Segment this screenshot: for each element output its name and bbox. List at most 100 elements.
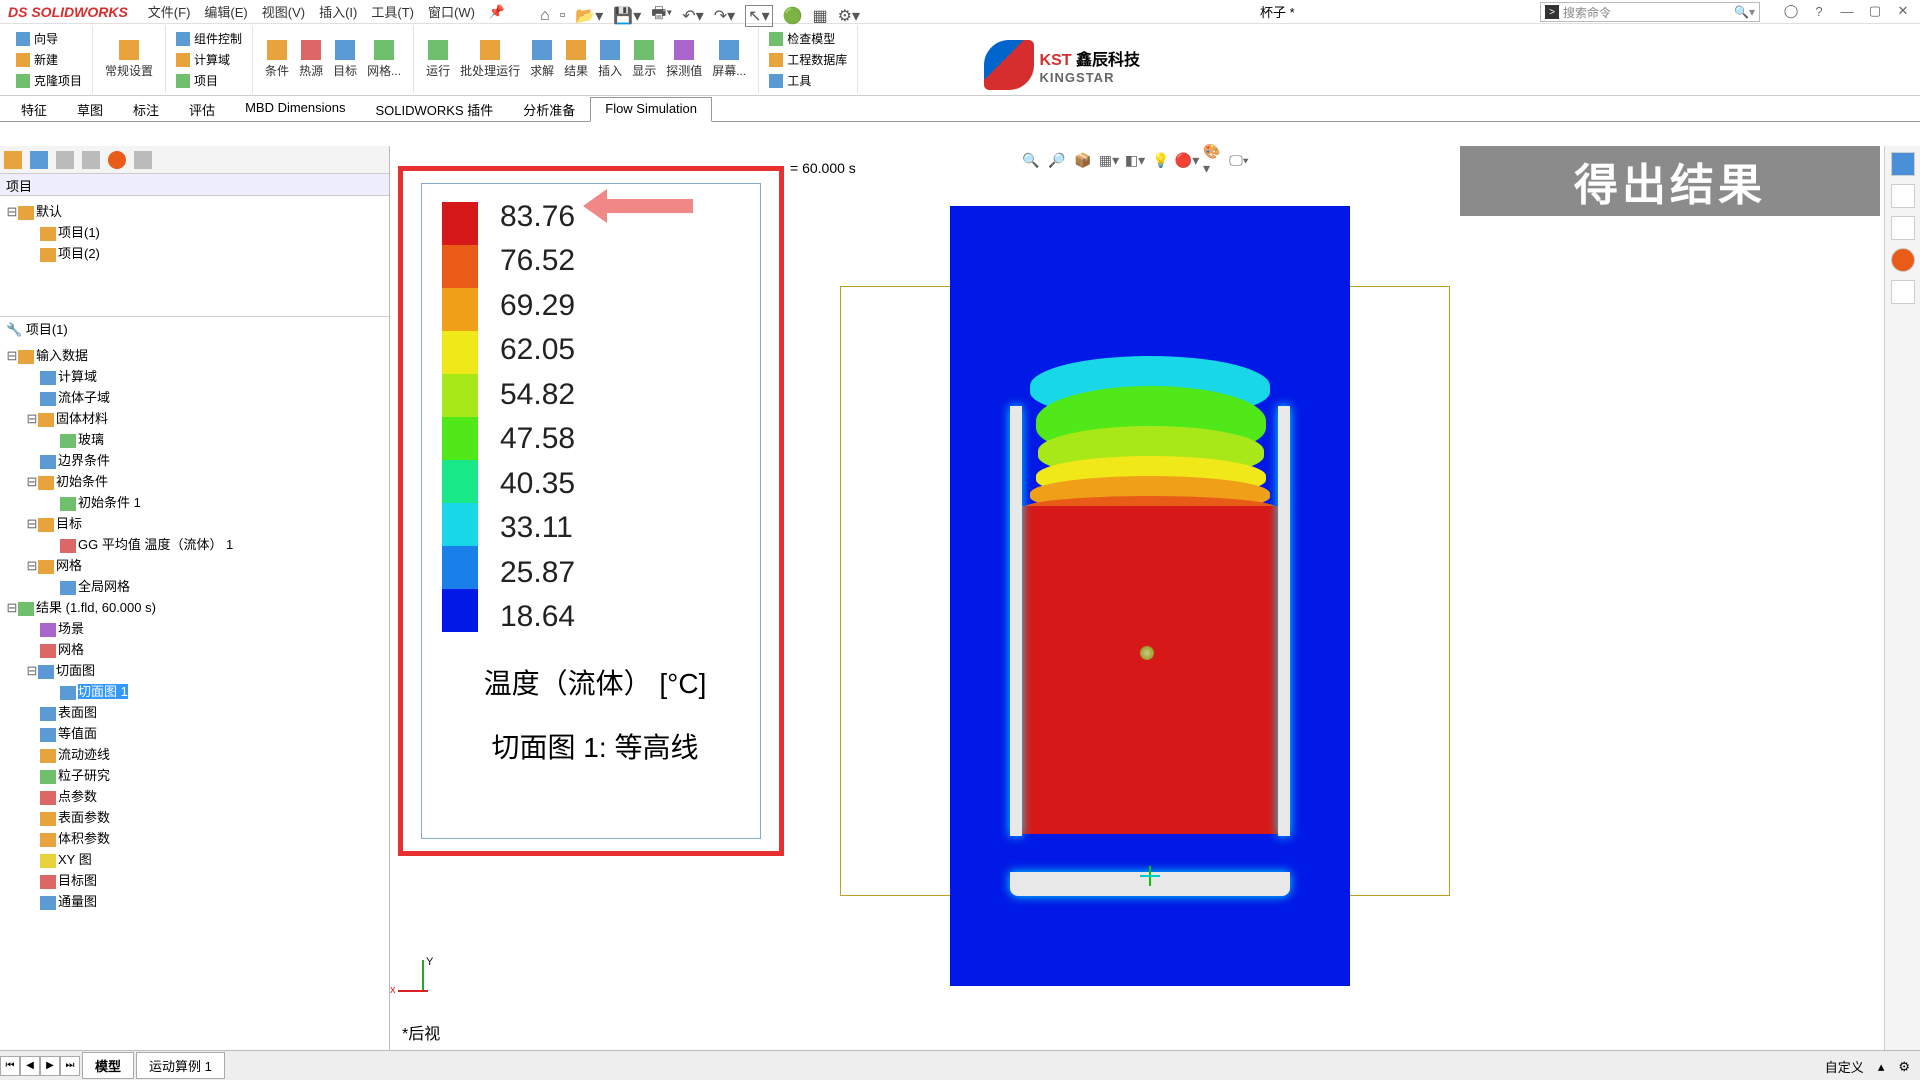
status-gear-icon[interactable]: ⚙ (1898, 1059, 1910, 1075)
ribbon-general[interactable]: 常规设置 (101, 38, 157, 81)
ribbon-tools[interactable]: 工具 (767, 71, 813, 90)
panel-tab-6-icon[interactable] (134, 151, 152, 169)
tree-item[interactable]: XY 图 (2, 848, 387, 869)
minimize-icon[interactable]: — (1838, 2, 1856, 20)
ribbon-new[interactable]: 新建 (14, 50, 60, 69)
tab-prep[interactable]: 分析准备 (508, 96, 590, 121)
taskpane-lib-icon[interactable] (1891, 184, 1915, 208)
bottom-tab-model[interactable]: 模型 (82, 1052, 134, 1079)
ribbon-display[interactable]: 显示 (628, 38, 660, 81)
taskpane-appear-icon[interactable] (1891, 248, 1915, 272)
redo-icon[interactable]: ↷▾ (714, 6, 735, 26)
tree-item[interactable]: 全局网格 (2, 575, 387, 596)
open-icon[interactable]: 📂▾ (575, 6, 603, 26)
tree-item[interactable]: ⊟切面图 (2, 659, 387, 680)
view-orient-icon[interactable]: 📦 (1073, 150, 1093, 170)
tree-item[interactable]: ⊟目标 (2, 512, 387, 533)
zoom-area-icon[interactable]: 🔎 (1047, 150, 1067, 170)
home-icon[interactable]: ⌂ (540, 7, 550, 25)
tree-item[interactable]: 目标图 (2, 869, 387, 890)
zoom-fit-icon[interactable]: 🔍 (1021, 150, 1041, 170)
tab-sketch[interactable]: 草图 (62, 96, 118, 121)
tab-mbd[interactable]: MBD Dimensions (230, 96, 360, 121)
tree-item[interactable]: 通量图 (2, 890, 387, 911)
screen-icon[interactable]: 🖵▾ (1229, 150, 1249, 170)
ribbon-results[interactable]: 结果 (560, 38, 592, 81)
render-icon[interactable]: 🎨▾ (1203, 150, 1223, 170)
analysis-tree[interactable]: ⊟输入数据计算域流体子域⊟固体材料玻璃边界条件⊟初始条件初始条件 1⊟目标GG … (0, 340, 389, 1050)
ribbon-screen[interactable]: 屏幕... (708, 38, 750, 81)
tree-item[interactable]: 边界条件 (2, 449, 387, 470)
ribbon-project[interactable]: 项目 (174, 71, 220, 90)
menu-window[interactable]: 窗口(W) (428, 2, 475, 21)
tab-features[interactable]: 特征 (6, 96, 62, 121)
nav-prev-icon[interactable]: ◀ (20, 1056, 40, 1076)
ribbon-engdb[interactable]: 工程数据库 (767, 50, 849, 69)
ribbon-domain[interactable]: 计算域 (174, 50, 232, 69)
ribbon-goals[interactable]: 目标 (329, 38, 361, 81)
menu-file[interactable]: 文件(F) (148, 2, 191, 21)
tree-item[interactable]: ⊟默认 (2, 200, 387, 221)
undo-icon[interactable]: ↶▾ (682, 6, 703, 26)
nav-next-icon[interactable]: ▶ (40, 1056, 60, 1076)
close-icon[interactable]: ✕ (1894, 2, 1912, 20)
ribbon-mesh[interactable]: 网格... (363, 38, 405, 81)
ribbon-insert[interactable]: 插入 (594, 38, 626, 81)
tree-item[interactable]: 流动迹线 (2, 743, 387, 764)
select-icon[interactable]: ↖▾ (745, 5, 772, 27)
menu-insert[interactable]: 插入(I) (319, 2, 357, 21)
tree-item[interactable]: 玻璃 (2, 428, 387, 449)
ribbon-probe[interactable]: 探测值 (662, 38, 706, 81)
tree-item[interactable]: ⊟网格 (2, 554, 387, 575)
user-icon[interactable]: ◯ (1782, 2, 1800, 20)
panel-tab-5-icon[interactable] (108, 151, 126, 169)
settings-icon[interactable]: ⚙▾ (838, 6, 860, 26)
panel-tab-2-icon[interactable] (30, 151, 48, 169)
tree-item[interactable]: ⊟输入数据 (2, 344, 387, 365)
appearance-icon[interactable]: 🔴▾ (1177, 150, 1197, 170)
menu-pin-icon[interactable]: 📌 (489, 4, 505, 20)
tree-item[interactable]: 粒子研究 (2, 764, 387, 785)
panel-tab-4-icon[interactable] (82, 151, 100, 169)
graphics-viewport[interactable]: 🔍 🔎 📦 ▦▾ ◧▾ 💡 🔴▾ 🎨▾ 🖵▾ = 60.000 s 83.767… (390, 146, 1880, 1050)
tree-item[interactable]: 体积参数 (2, 827, 387, 848)
menu-tools[interactable]: 工具(T) (371, 2, 414, 21)
taskpane-home-icon[interactable] (1891, 152, 1915, 176)
search-input[interactable]: > 搜索命令 🔍▾ (1540, 2, 1760, 22)
bottom-tab-motion[interactable]: 运动算例 1 (136, 1052, 225, 1079)
tree-item[interactable]: ⊟固体材料 (2, 407, 387, 428)
tree-item[interactable]: 表面图 (2, 701, 387, 722)
options-icon[interactable]: ▦ (813, 6, 828, 26)
tab-flowsim[interactable]: Flow Simulation (590, 97, 712, 122)
panel-tab-1-icon[interactable] (4, 151, 22, 169)
section-icon[interactable]: ◧▾ (1125, 150, 1145, 170)
tree-item[interactable]: 场景 (2, 617, 387, 638)
project-tree[interactable]: ⊟默认项目(1)项目(2) (0, 196, 389, 316)
ribbon-conditions[interactable]: 条件 (261, 38, 293, 81)
panel-tab-3-icon[interactable] (56, 151, 74, 169)
maximize-icon[interactable]: ▢ (1866, 2, 1884, 20)
print-icon[interactable]: 🖶▾ (651, 2, 672, 29)
taskpane-prop-icon[interactable] (1891, 280, 1915, 304)
tree-item[interactable]: 网格 (2, 638, 387, 659)
display-style-icon[interactable]: ▦▾ (1099, 150, 1119, 170)
tree-item[interactable]: ⊟结果 (1.fld, 60.000 s) (2, 596, 387, 617)
ribbon-wizard[interactable]: 向导 (14, 29, 60, 48)
tree-item[interactable]: 流体子域 (2, 386, 387, 407)
ribbon-batch[interactable]: 批处理运行 (456, 38, 524, 81)
tree-item[interactable]: 项目(1) (2, 221, 387, 242)
tree-item[interactable]: 项目(2) (2, 242, 387, 263)
ribbon-run[interactable]: 运行 (422, 38, 454, 81)
tree-item[interactable]: 初始条件 1 (2, 491, 387, 512)
nav-last-icon[interactable]: ⏭ (60, 1056, 80, 1076)
tree-item[interactable]: 等值面 (2, 722, 387, 743)
ribbon-check[interactable]: 检查模型 (767, 29, 837, 48)
new-icon[interactable]: ▫ (560, 7, 566, 25)
menu-view[interactable]: 视图(V) (262, 2, 305, 21)
help-icon[interactable]: ? (1810, 2, 1828, 20)
search-icon[interactable]: 🔍▾ (1734, 5, 1755, 19)
tree-item[interactable]: 切面图 1 (2, 680, 387, 701)
ribbon-heat[interactable]: 热源 (295, 38, 327, 81)
nav-first-icon[interactable]: ⏮ (0, 1056, 20, 1076)
tab-evaluate[interactable]: 评估 (174, 96, 230, 121)
